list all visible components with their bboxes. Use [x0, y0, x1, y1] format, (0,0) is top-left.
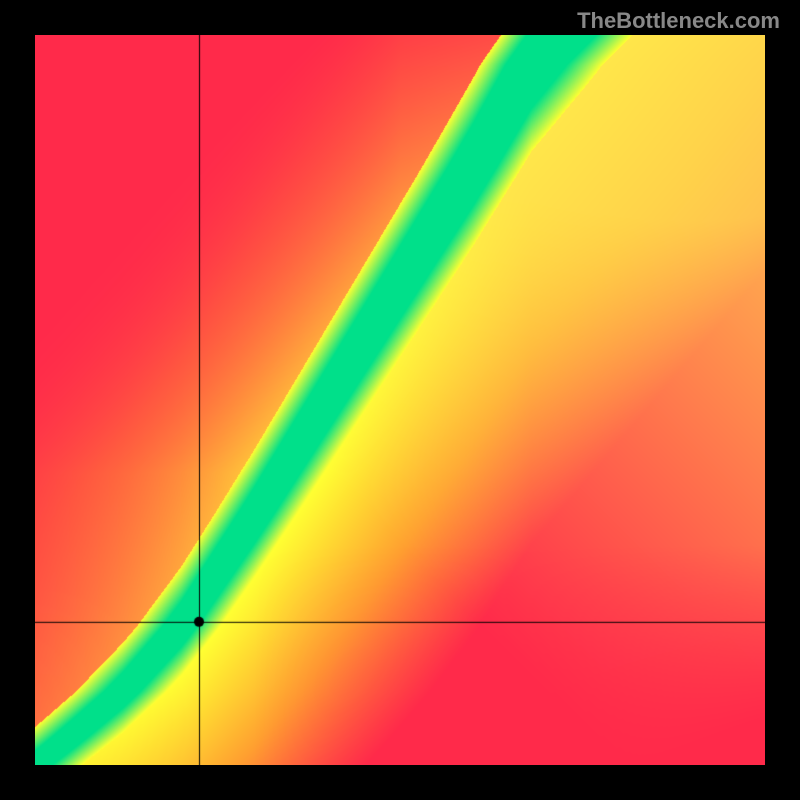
heatmap-plot — [35, 35, 765, 765]
heatmap-canvas — [35, 35, 765, 765]
watermark-text: TheBottleneck.com — [577, 8, 780, 34]
